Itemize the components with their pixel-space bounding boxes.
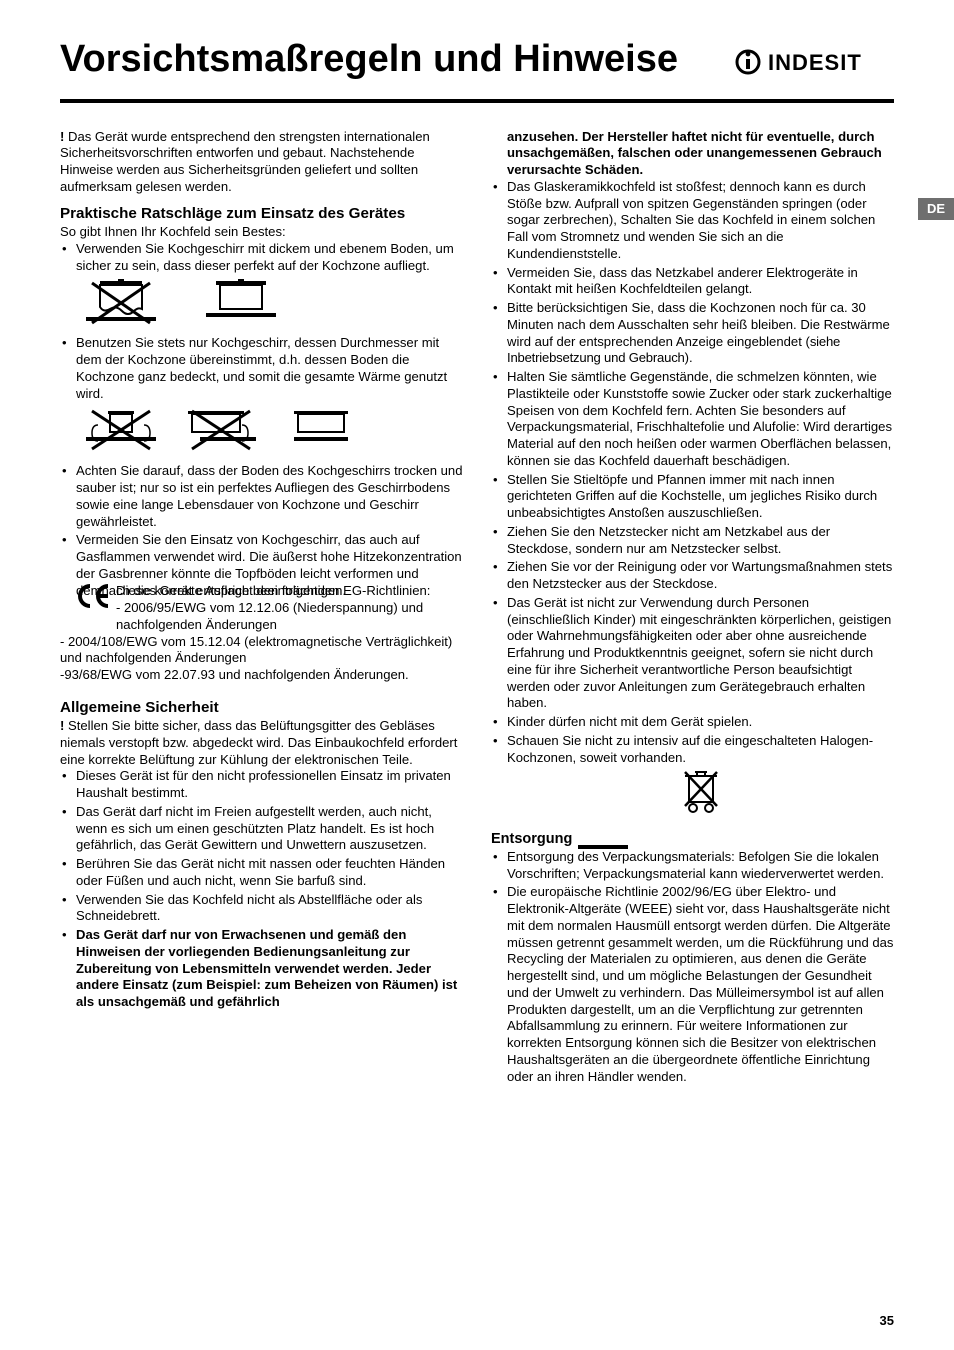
safety-heading: Allgemeine Sicherheit: [60, 698, 463, 717]
safety-item: Das Gerät darf nur von Erwachsenen und g…: [60, 927, 463, 1011]
language-tab: DE: [918, 198, 954, 220]
ce-text: -93/68/EWG vom 22.07.93 und nachfolgende…: [60, 667, 463, 684]
pot-flat-icon: [206, 277, 276, 329]
continuation-text: anzusehen. Der Hersteller haftet nicht f…: [491, 129, 894, 179]
pot-large-icon: [186, 405, 256, 457]
safety-item: Das Glaskeramikkochfeld ist stoßfest; de…: [491, 179, 894, 263]
pot-match-icon: [286, 405, 356, 457]
safety-item: Schauen Sie nicht zu intensiv auf die ei…: [491, 733, 894, 817]
safety-item: Ziehen Sie den Netzstecker nicht am Netz…: [491, 524, 894, 558]
safety-item: Das Gerät ist nicht zur Verwendung durch…: [491, 595, 894, 712]
page-title: Vorsichtsmaßregeln und Hinweise: [60, 38, 678, 81]
disposal-item: Entsorgung des Verpackungsmaterials: Bef…: [491, 849, 894, 883]
disposal-heading: Entsorgung: [491, 830, 572, 849]
safety-item: Kinder dürfen nicht mit dem Gerät spiele…: [491, 714, 894, 731]
safety-item: Dieses Gerät ist für den nicht professio…: [60, 768, 463, 802]
page-number: 35: [880, 1313, 894, 1328]
tip-item: Vermeiden Sie den Einsatz von Kochgeschi…: [60, 532, 463, 599]
tip-item: Achten Sie darauf, dass der Boden des Ko…: [60, 463, 463, 530]
disposal-item: Die europäische Richtlinie 2002/96/EG üb…: [491, 884, 894, 1085]
safety-item: Vermeiden Sie, dass das Netzkabel andere…: [491, 265, 894, 299]
pot-uneven-icon: [86, 277, 156, 329]
intro-text: ! Das Gerät wurde entsprechend den stren…: [60, 129, 463, 196]
brand-logo: INDESIT: [734, 46, 894, 78]
tips-sub: So gibt Ihnen Ihr Kochfeld sein Bestes:: [60, 224, 463, 241]
safety-item: Ziehen Sie vor der Reinigung oder vor Wa…: [491, 559, 894, 593]
ce-text: - 2004/108/EWG vom 15.12.04 (elektromagn…: [60, 634, 463, 668]
tip-item: Benutzen Sie stets nur Kochgeschirr, des…: [60, 335, 463, 457]
safety-item: Verwenden Sie das Kochfeld nicht als Abs…: [60, 892, 463, 926]
right-column: anzusehen. Der Hersteller haftet nicht f…: [491, 129, 894, 1088]
weee-bin-icon: [679, 768, 723, 816]
pot-small-icon: [86, 405, 156, 457]
header-divider: [60, 99, 894, 103]
safety-item: Halten Sie sämtliche Gegenstände, die sc…: [491, 369, 894, 470]
svg-text:INDESIT: INDESIT: [768, 50, 862, 75]
tips-heading: Praktische Ratschläge zum Einsatz des Ge…: [60, 204, 463, 223]
safety-intro: ! Stellen Sie bitte sicher, dass das Bel…: [60, 718, 463, 768]
tip-item: Verwenden Sie Kochgeschirr mit dickem un…: [60, 241, 463, 330]
safety-item: Berühren Sie das Gerät nicht mit nassen …: [60, 856, 463, 890]
safety-item: Bitte berücksichtigen Sie, dass die Koch…: [491, 300, 894, 367]
left-column: ! Das Gerät wurde entsprechend den stren…: [60, 129, 463, 1088]
ce-text: - 2006/95/EWG vom 12.12.06 (Niederspannu…: [116, 600, 423, 632]
safety-item: Stellen Sie Stieltöpfe und Pfannen immer…: [491, 472, 894, 522]
safety-item: Das Gerät darf nicht im Freien aufgestel…: [60, 804, 463, 854]
